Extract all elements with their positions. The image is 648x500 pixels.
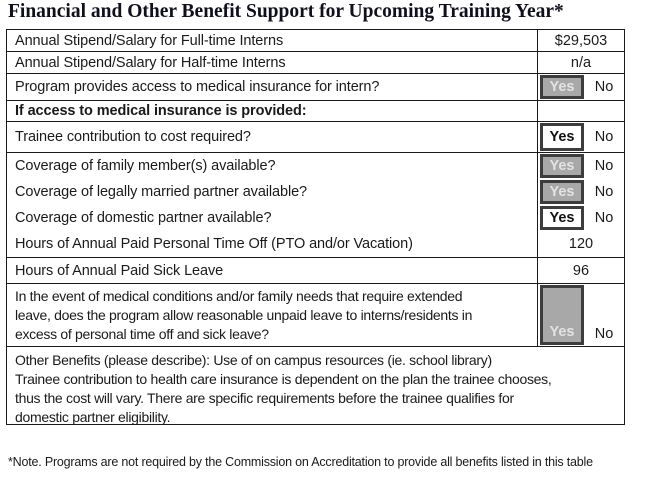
table-row-sick-leave-hours: Hours of Annual Paid Sick Leave 96 — [7, 258, 624, 284]
yes-option-selected: Yes — [540, 180, 584, 204]
yes-option-selected: Yes — [540, 285, 584, 345]
row-value: 96 — [537, 258, 624, 283]
row-value: 120 — [537, 231, 624, 257]
table-row-section-header: If access to medical insurance is provid… — [7, 101, 624, 122]
no-option: No — [594, 129, 614, 145]
yes-no-cell: Yes No — [537, 122, 624, 152]
table-row-domestic-partner-coverage: Coverage of domestic partner available? … — [7, 205, 624, 231]
row-label: Hours of Annual Paid Sick Leave — [15, 262, 224, 279]
no-option: No — [594, 184, 614, 200]
table-row-halftime-stipend: Annual Stipend/Salary for Half-time Inte… — [7, 52, 624, 74]
table-row-other-benefits: Other Benefits (please describe): Use of… — [7, 347, 624, 425]
yes-no-cell: Yes No — [537, 179, 624, 205]
row-label: In the event of medical conditions and/o… — [15, 288, 473, 342]
yes-no-cell: Yes No — [537, 284, 624, 346]
no-option: No — [594, 79, 614, 95]
row-label: Trainee contribution to cost required? — [15, 129, 251, 145]
table-row-family-coverage: Coverage of family member(s) available? … — [7, 153, 624, 179]
table-row-fulltime-stipend: Annual Stipend/Salary for Full-time Inte… — [7, 30, 624, 52]
yes-option-boxed: Yes — [540, 123, 584, 151]
yes-option-boxed: Yes — [540, 206, 584, 230]
table-row-medical-insurance: Program provides access to medical insur… — [7, 74, 624, 101]
footnote: *Note. Programs are not required by the … — [8, 455, 593, 469]
row-label: Coverage of family member(s) available? — [15, 158, 276, 174]
no-option: No — [594, 158, 614, 174]
section-header-label: If access to medical insurance is provid… — [15, 103, 307, 119]
row-value: n/a — [537, 52, 624, 73]
row-label: Annual Stipend/Salary for Full-time Inte… — [15, 32, 284, 49]
yes-option-selected: Yes — [540, 75, 584, 99]
no-option: No — [594, 326, 614, 342]
table-row-extended-leave: In the event of medical conditions and/o… — [7, 284, 624, 347]
yes-no-cell: Yes No — [537, 74, 624, 100]
yes-no-cell: Yes No — [537, 153, 624, 179]
yes-no-cell: Yes No — [537, 205, 624, 231]
benefits-table: Annual Stipend/Salary for Full-time Inte… — [6, 29, 625, 425]
row-label: Program provides access to medical insur… — [15, 79, 380, 95]
empty-cell — [537, 101, 624, 121]
row-value: $29,503 — [537, 30, 624, 51]
other-benefits-text: Other Benefits (please describe): Use of… — [15, 352, 552, 425]
yes-option-selected: Yes — [540, 154, 584, 178]
row-label: Coverage of legally married partner avai… — [15, 184, 308, 200]
row-label: Annual Stipend/Salary for Half-time Inte… — [15, 54, 286, 71]
table-row-pto-hours: Hours of Annual Paid Personal Time Off (… — [7, 231, 624, 258]
row-label: Coverage of domestic partner available? — [15, 210, 272, 226]
row-label: Hours of Annual Paid Personal Time Off (… — [15, 236, 413, 252]
table-row-trainee-contribution: Trainee contribution to cost required? Y… — [7, 122, 624, 153]
table-row-married-partner-coverage: Coverage of legally married partner avai… — [7, 179, 624, 205]
no-option: No — [594, 210, 614, 226]
page-title: Financial and Other Benefit Support for … — [8, 1, 564, 22]
